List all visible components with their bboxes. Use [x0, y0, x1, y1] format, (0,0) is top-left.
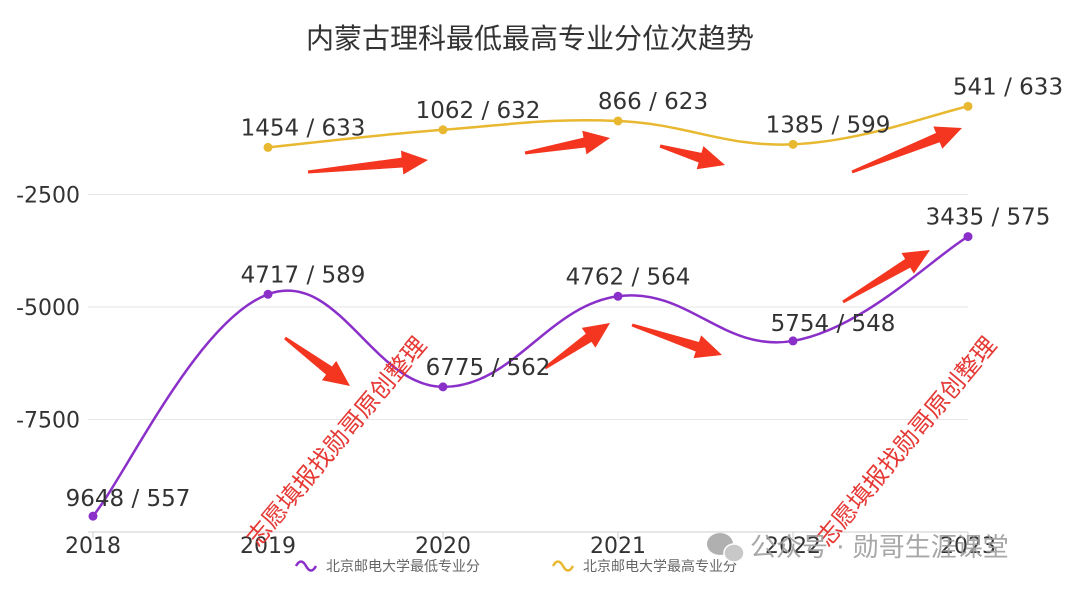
x-tick-label: 2018	[65, 534, 121, 559]
data-label: 541 / 633	[953, 74, 1063, 100]
y-tick-label: -2500	[16, 184, 80, 209]
grid-lines	[88, 194, 969, 538]
data-point	[788, 336, 798, 346]
data-label: 5754 / 548	[771, 311, 896, 337]
data-label: 4717 / 589	[241, 262, 366, 288]
data-point	[263, 289, 273, 299]
legend-swatch	[551, 560, 575, 572]
x-tick-label: 2022	[765, 534, 821, 559]
trend-arrows	[284, 126, 962, 386]
data-point	[788, 139, 798, 149]
data-point	[613, 291, 623, 301]
data-label: 866 / 623	[598, 89, 708, 115]
x-tick-label: 2020	[415, 534, 471, 559]
data-point	[963, 232, 973, 242]
x-tick-label: 2023	[940, 534, 996, 559]
x-tick-label: 2019	[240, 534, 296, 559]
series-line	[92, 235, 969, 517]
data-point	[438, 125, 448, 135]
data-label: 4762 / 564	[566, 264, 691, 290]
data-points	[88, 101, 973, 521]
trend-arrow	[524, 130, 610, 155]
trend-arrow	[544, 323, 610, 370]
data-label: 1385 / 599	[766, 112, 891, 138]
legend-label: 北京邮电大学最高专业分	[583, 558, 737, 575]
legend-label: 北京邮电大学最低专业分	[326, 559, 480, 575]
data-labels: 9648 / 557 4717 / 589 6775 / 562 4762 / 564…	[66, 74, 1063, 512]
watermark-wechat: 公众号 · 勋哥生涯课堂	[750, 533, 1009, 563]
data-point	[613, 116, 623, 126]
legend: 北京邮电大学最低专业分 北京邮电大学最高专业分	[294, 558, 737, 575]
data-label: 9648 / 557	[66, 486, 191, 512]
trend-arrow	[851, 126, 962, 174]
data-label: 1454 / 633	[241, 115, 366, 141]
data-point	[438, 382, 448, 392]
data-label: 3435 / 575	[926, 205, 1051, 231]
data-label: 6775 / 562	[426, 355, 551, 381]
trend-arrow	[631, 323, 722, 359]
axis-tick-labels: -2500 -5000 -7500 2018 2019 2020 2021 2022 2023	[16, 184, 996, 560]
wechat-icon-bubble	[723, 543, 745, 563]
trend-arrow	[842, 250, 930, 304]
data-point	[88, 511, 98, 521]
y-tick-label: -7500	[16, 409, 80, 434]
legend-swatch	[294, 560, 318, 572]
data-point	[963, 101, 973, 111]
data-point	[263, 142, 273, 152]
chart-title: 内蒙古理科最低最高专业分位次趋势	[306, 22, 754, 55]
data-label: 1062 / 632	[416, 98, 541, 124]
trend-arrow	[659, 144, 725, 170]
x-tick-label: 2021	[590, 534, 646, 559]
trend-arrow	[307, 150, 428, 175]
y-tick-label: -5000	[16, 296, 80, 321]
trend-arrow	[284, 336, 350, 386]
watermark-text: 志愿填报找勋哥原创整理	[811, 332, 1002, 552]
